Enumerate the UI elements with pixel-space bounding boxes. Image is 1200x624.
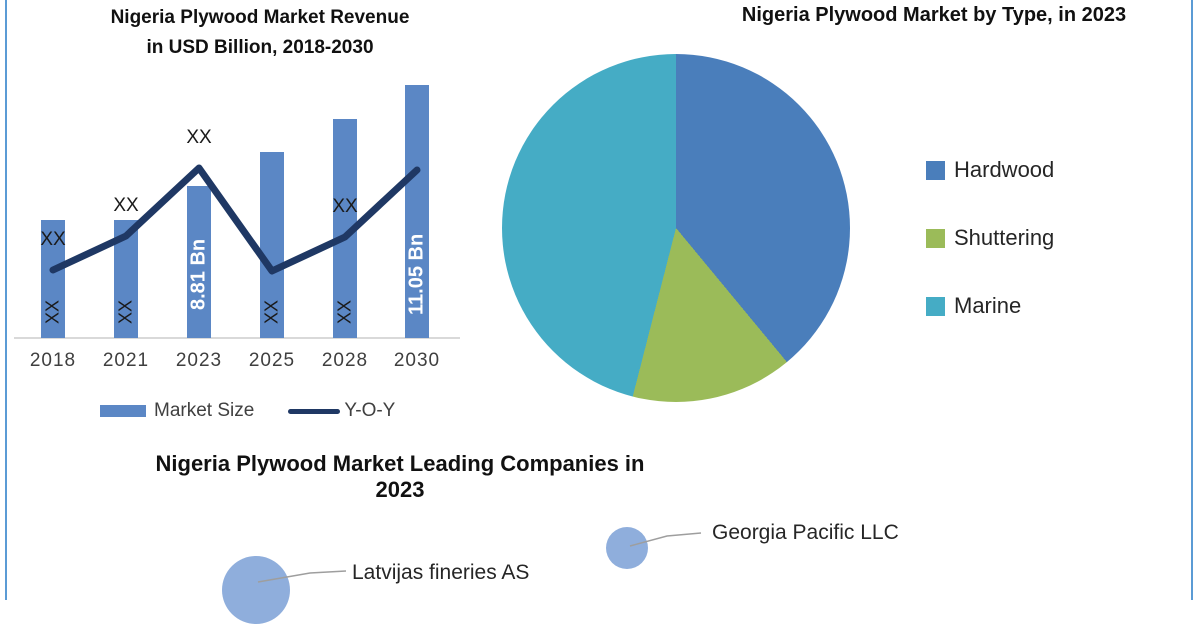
- yoy-line: [49, 164, 421, 275]
- revenue-chart-title-line2: in USD Billion, 2018-2030: [146, 37, 374, 58]
- x-axis-label-2028: 2028: [321, 350, 369, 371]
- revenue-legend: Market Size Y-O-Y: [100, 400, 395, 422]
- bar-value-label-2018: XX: [42, 300, 63, 325]
- bar-value-label-2025: XX: [261, 300, 282, 325]
- yoy-line-swatch-icon: [288, 408, 341, 414]
- yoy-point-label-2028: XX: [332, 196, 358, 217]
- pie-legend-item-shuttering: Shuttering: [926, 225, 1055, 250]
- hardwood-swatch-icon: [926, 160, 945, 180]
- revenue-chart-title: Nigeria Plywood Market Revenue in USD Bi…: [40, 3, 480, 63]
- x-axis-label-2021: 2021: [102, 350, 150, 371]
- companies-title: Nigeria Plywood Market Leading Companies…: [155, 451, 645, 502]
- pie-legend-item-hardwood: Hardwood: [926, 157, 1055, 182]
- company-label-latvijas-fineries-as: Latvijas fineries AS: [352, 561, 530, 584]
- bar-value-label-2028: XX: [334, 300, 355, 325]
- x-axis-label-2025: 2025: [248, 350, 296, 371]
- yoy-legend-label: Y-O-Y: [344, 400, 396, 421]
- yoy-point-label-2021: XX: [113, 195, 139, 216]
- revenue-chart-title-line1: Nigeria Plywood Market Revenue: [110, 7, 410, 28]
- marine-legend-label: Marine: [954, 293, 1022, 318]
- yoy-point-label-2018: XX: [40, 229, 66, 250]
- left-border-line: [5, 0, 7, 600]
- shuttering-swatch-icon: [926, 228, 945, 248]
- pie-legend: Hardwood Shuttering Marine: [926, 157, 1055, 362]
- x-axis-label-2018: 2018: [29, 350, 77, 371]
- hardwood-legend-label: Hardwood: [954, 157, 1055, 182]
- pie-chart: [502, 54, 850, 402]
- right-border-line: [1191, 0, 1193, 600]
- x-axis-label-2023: 2023: [175, 350, 223, 371]
- pie-legend-item-marine: Marine: [926, 293, 1054, 318]
- yoy-point-label-2023: XX: [186, 127, 212, 148]
- bar-value-label-2021: XX: [115, 300, 136, 325]
- company-label-georgia-pacific-llc: Georgia Pacific LLC: [712, 521, 899, 544]
- x-axis-line: [14, 337, 460, 339]
- pie-chart-title: Nigeria Plywood Market by Type, in 2023: [741, 4, 1127, 26]
- market-size-legend-label: Market Size: [154, 400, 255, 421]
- shuttering-legend-label: Shuttering: [954, 225, 1055, 250]
- market-size-swatch-icon: [100, 405, 146, 417]
- infographic-canvas: Nigeria Plywood Market Revenue in USD Bi…: [5, 0, 1193, 624]
- bar-value-label-2030: 11.05 Bn: [405, 233, 428, 315]
- marine-swatch-icon: [926, 296, 945, 316]
- company-bubble-georgia-pacific-llc: [606, 527, 648, 569]
- x-axis-label-2030: 2030: [393, 350, 441, 371]
- company-bubble-latvijas-fineries-as: [222, 556, 290, 624]
- bar-value-label-2023: 8.81 Bn: [187, 238, 210, 310]
